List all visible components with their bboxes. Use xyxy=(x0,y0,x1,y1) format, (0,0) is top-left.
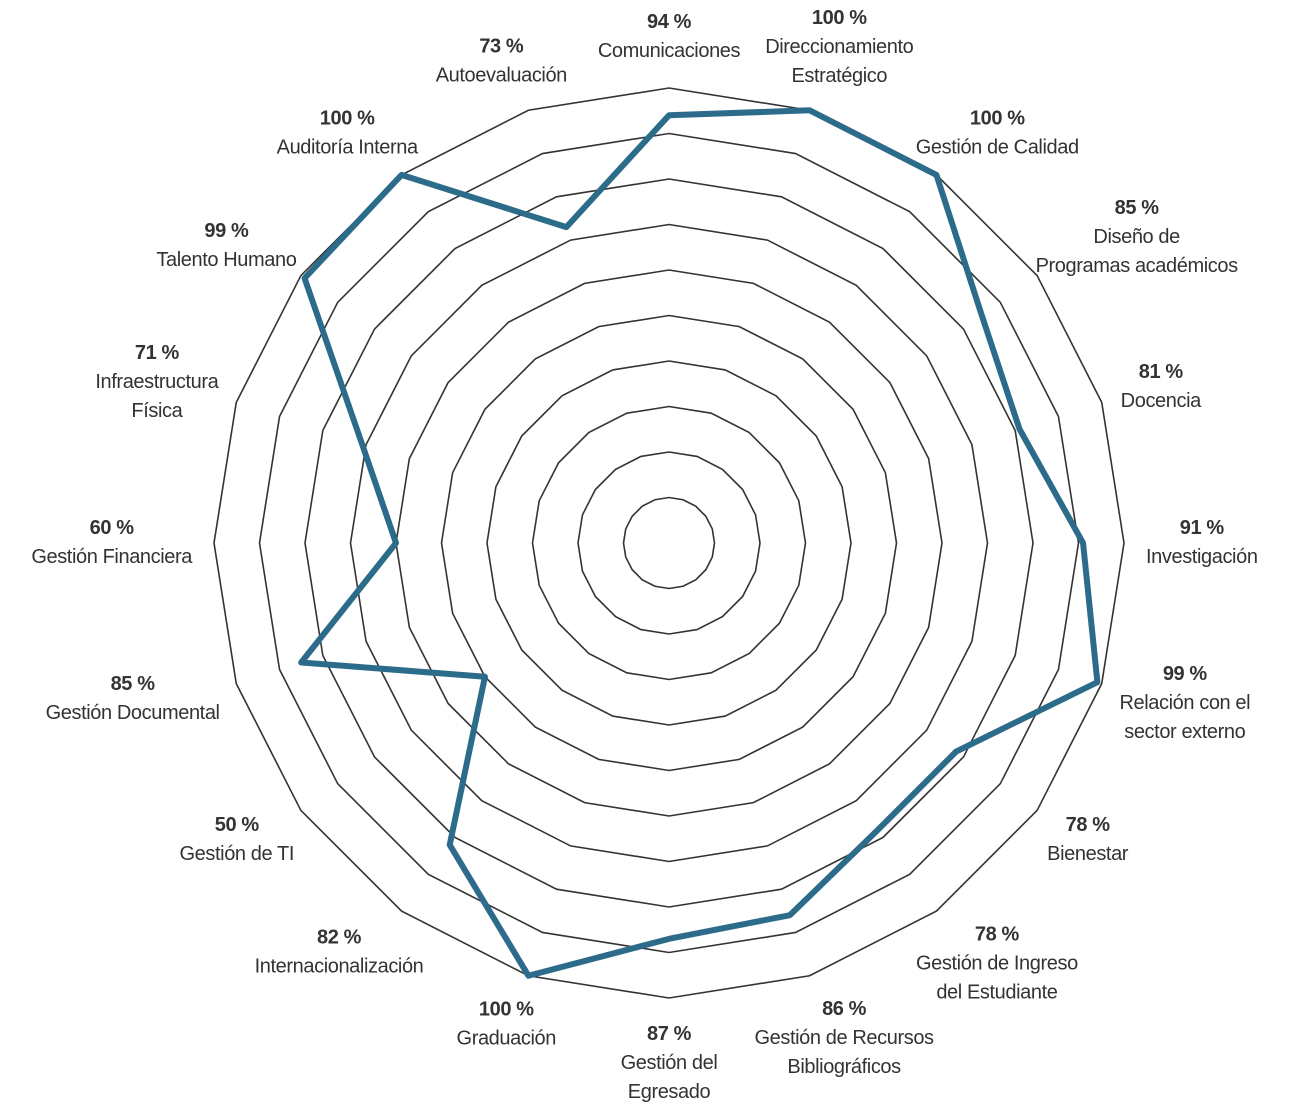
axis-label: 81 % Docencia xyxy=(1120,358,1202,416)
axis-label: 71 % Infraestructura Física xyxy=(95,339,218,426)
category-label: Talento Humano xyxy=(156,248,297,271)
category-label: Comunicaciones xyxy=(597,40,741,62)
axis-label: 85 % Diseño de Programas académicos xyxy=(1036,194,1238,281)
axis-label: 100 % Direccionamiento Estratégico xyxy=(765,4,914,91)
category-label: Infraestructura Física xyxy=(95,370,219,422)
grid-ring xyxy=(622,496,716,590)
category-label: Diseño de Programas académicos xyxy=(1035,225,1238,277)
category-label: Relación con el sector externo xyxy=(1119,692,1251,744)
category-label: Gestión de TI xyxy=(179,843,295,866)
value-label: 99 % xyxy=(204,219,249,242)
category-label: Auditoría Interna xyxy=(276,136,418,159)
axis-label: 50 % Gestión de TI xyxy=(180,811,295,869)
grid-ring xyxy=(213,87,1125,999)
category-label: Graduación xyxy=(456,1027,557,1050)
value-label: 78 % xyxy=(1065,814,1110,837)
grid-ring xyxy=(577,451,761,635)
value-label: 91 % xyxy=(1179,517,1224,539)
category-label: Bienestar xyxy=(1047,843,1129,866)
value-label: 100 % xyxy=(319,107,375,130)
grid-ring xyxy=(258,132,1080,954)
category-label: Gestión de Calidad xyxy=(915,136,1079,159)
value-label: 100 % xyxy=(811,7,867,30)
axis-label: 100 % Auditoría Interna xyxy=(277,105,418,163)
value-label: 87 % xyxy=(647,1023,691,1045)
value-label: 78 % xyxy=(974,923,1019,946)
axis-label: 73 % Autoevaluación xyxy=(435,33,568,91)
category-label: Gestión Documental xyxy=(45,702,220,725)
value-label: 100 % xyxy=(478,998,534,1021)
category-label: Direccionamiento Estratégico xyxy=(765,36,914,88)
value-label: 99 % xyxy=(1162,663,1207,686)
grid-ring xyxy=(395,269,943,817)
axis-label: 99 % Relación con el sector externo xyxy=(1119,660,1250,747)
value-label: 60 % xyxy=(89,517,134,539)
value-label: 50 % xyxy=(214,814,259,837)
category-label: Autoevaluación xyxy=(435,64,568,87)
axis-label: 100 % Graduación xyxy=(456,995,557,1053)
axis-label: 87 % Gestión del Egresado xyxy=(621,1020,718,1107)
category-label: Gestión de Recursos Bibliográficos xyxy=(754,1026,934,1078)
category-label: Gestión Financiera xyxy=(31,546,192,568)
data-line xyxy=(298,107,1101,979)
value-label: 81 % xyxy=(1138,360,1183,383)
category-label: Gestión del Egresado xyxy=(620,1052,718,1103)
grid-ring xyxy=(349,223,989,863)
axis-label: 78 % Bienestar xyxy=(1047,811,1128,869)
axis-label: 85 % Gestión Documental xyxy=(46,670,220,728)
category-label: Investigación xyxy=(1146,546,1258,568)
value-label: 94 % xyxy=(646,11,691,33)
axis-label: 86 % Gestión de Recursos Bibliográficos xyxy=(754,995,934,1082)
axis-label: 82 % Internacionalización xyxy=(255,923,424,981)
axis-label: 100 % Gestión de Calidad xyxy=(916,105,1079,163)
value-label: 85 % xyxy=(110,673,155,696)
grid-ring xyxy=(531,405,807,681)
grid-ring xyxy=(440,314,898,772)
category-label: Docencia xyxy=(1120,389,1202,412)
value-label: 100 % xyxy=(969,107,1025,130)
value-label: 82 % xyxy=(317,926,362,949)
grid-ring xyxy=(304,178,1034,908)
value-label: 73 % xyxy=(479,35,524,58)
axis-label: 94 % Comunicaciones xyxy=(597,8,741,66)
axis-label: 91 % Investigación xyxy=(1146,514,1258,572)
category-label: Internacionalización xyxy=(254,955,424,978)
axis-label: 99 % Talento Humano xyxy=(156,217,296,275)
axis-label: 78 % Gestión de Ingreso del Estudiante xyxy=(916,921,1078,1008)
axis-label: 60 % Gestión Financiera xyxy=(31,514,192,572)
category-label: Gestión de Ingreso del Estudiante xyxy=(916,952,1078,1004)
value-label: 86 % xyxy=(822,997,867,1020)
value-label: 71 % xyxy=(134,341,179,364)
grid-ring xyxy=(486,360,852,726)
value-label: 85 % xyxy=(1114,196,1159,219)
